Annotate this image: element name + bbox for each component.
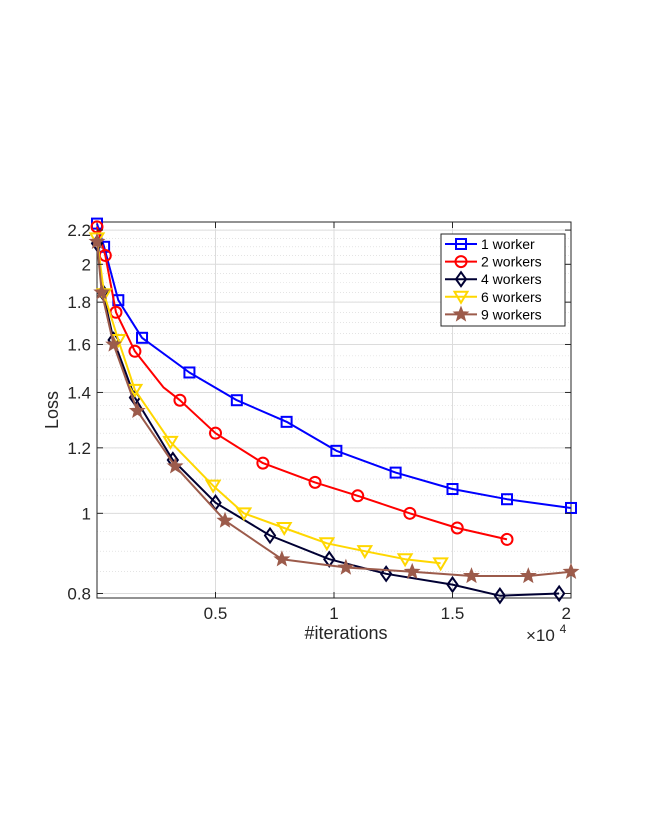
- data-point: [432, 557, 449, 572]
- data-point: [501, 493, 514, 506]
- data-point: [204, 479, 222, 494]
- y-tick-label: 1.2: [67, 439, 91, 458]
- y-axis-label: Loss: [42, 391, 62, 429]
- data-point: [552, 584, 566, 603]
- legend-label: 9 workers: [481, 306, 542, 322]
- data-point: [493, 587, 507, 605]
- axis-ticks: 0.8 1 1.2 1.4 1.6 1.8 2 2.2 0.5 1 1.5 2: [67, 221, 572, 623]
- data-point: [318, 537, 336, 552]
- y-tick-label: 0.8: [67, 584, 91, 603]
- data-point: [162, 435, 179, 450]
- data-point: [379, 565, 393, 583]
- data-point: [273, 550, 291, 567]
- legend-item: 4 workers: [445, 270, 542, 288]
- data-point: [216, 511, 234, 528]
- data-point: [90, 220, 104, 234]
- x-multiplier-exponent: 4: [560, 622, 567, 636]
- data-point: [403, 562, 421, 579]
- data-point: [500, 532, 514, 546]
- data-point: [446, 575, 459, 594]
- data-point: [166, 457, 184, 474]
- legend-label: 6 workers: [481, 289, 542, 305]
- data-point: [280, 415, 293, 428]
- series-2: [90, 220, 514, 546]
- legend-item: 2 workers: [445, 254, 542, 270]
- data-point: [183, 366, 196, 379]
- data-point: [128, 402, 146, 419]
- data-point: [308, 475, 322, 489]
- data-point: [275, 521, 293, 536]
- series-lines: [88, 217, 580, 605]
- data-point: [450, 521, 464, 535]
- legend-item: 6 workers: [445, 289, 542, 305]
- data-point: [93, 283, 111, 300]
- legend-marker: [454, 255, 468, 269]
- legend-label: 1 worker: [481, 236, 535, 252]
- y-tick-label: 2.2: [67, 221, 91, 240]
- data-point: [337, 558, 355, 575]
- data-point: [396, 553, 414, 568]
- x-axis-label: #iterations: [304, 623, 387, 643]
- data-point: [209, 426, 222, 440]
- y-tick-label: 1: [82, 504, 91, 523]
- data-point: [128, 344, 142, 358]
- series-line: [96, 226, 508, 541]
- data-point: [235, 507, 253, 522]
- x-tick-label: 0.5: [204, 604, 228, 623]
- x-axis-multiplier: ×10 4: [526, 622, 567, 645]
- y-tick-label: 1.4: [67, 383, 91, 402]
- data-point: [462, 567, 480, 584]
- data-point: [230, 394, 243, 407]
- data-point: [136, 331, 149, 344]
- data-point: [519, 567, 537, 584]
- data-point: [126, 383, 144, 398]
- data-point: [256, 456, 270, 470]
- data-point: [389, 466, 402, 479]
- series-line: [96, 238, 441, 565]
- x-multiplier-base: ×10: [526, 626, 555, 645]
- y-tick-label: 2: [82, 255, 91, 274]
- series-5: [88, 232, 580, 584]
- data-point: [356, 545, 374, 560]
- legend-marker: [452, 290, 470, 305]
- legend-item: 1 worker: [445, 236, 535, 252]
- series-line: [96, 241, 572, 577]
- data-point: [351, 489, 365, 503]
- data-point: [330, 444, 343, 457]
- y-tick-label: 1.8: [67, 293, 91, 312]
- legend-item: 9 workers: [445, 305, 542, 322]
- legend-marker: [455, 238, 467, 250]
- grid: [97, 221, 572, 598]
- data-point: [562, 562, 580, 579]
- data-point: [263, 526, 277, 545]
- legend-label: 2 workers: [481, 254, 542, 270]
- y-tick-label: 1.6: [67, 335, 91, 354]
- series-4: [88, 232, 449, 572]
- x-tick-label: 1: [329, 604, 338, 623]
- series-1: [91, 217, 577, 514]
- x-tick-label: 1.5: [441, 604, 465, 623]
- data-point: [173, 393, 187, 407]
- data-point: [88, 232, 106, 249]
- legend-label: 4 workers: [481, 271, 542, 287]
- series-line: [96, 223, 572, 509]
- data-point: [403, 506, 417, 520]
- legend-marker: [454, 270, 468, 288]
- data-point: [446, 483, 459, 496]
- x-tick-label: 2: [562, 604, 571, 623]
- data-point: [105, 335, 123, 352]
- legend-marker: [452, 305, 470, 322]
